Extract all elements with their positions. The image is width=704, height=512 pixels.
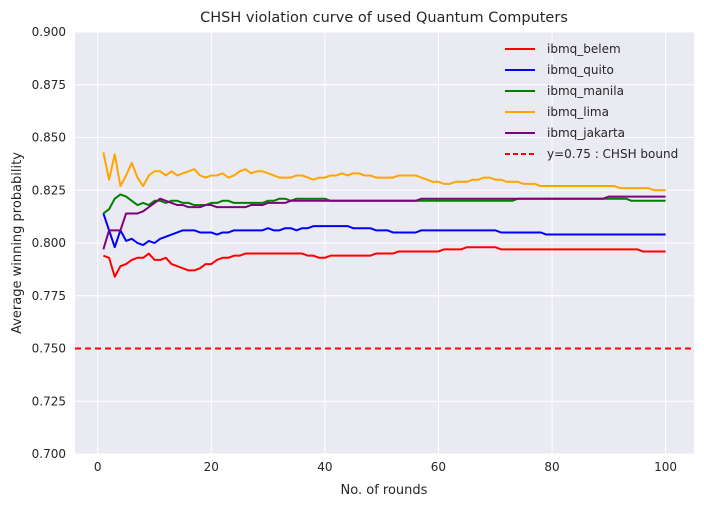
series-line-ibmq_jakarta — [102, 195, 666, 250]
y-tick-label: 0.875 — [32, 78, 66, 92]
y-tick-label: 0.800 — [32, 236, 66, 250]
x-tick-label: 60 — [431, 460, 446, 474]
legend-label: ibmq_manila — [547, 84, 624, 98]
y-tick-label: 0.900 — [32, 25, 66, 39]
series-line-ibmq_lima — [102, 152, 666, 192]
legend: ibmq_belem ibmq_quito ibmq_manila ibmq_lima… — [505, 42, 678, 161]
y-axis-label: Average winning probability — [10, 152, 25, 334]
y-tick-label: 0.750 — [32, 342, 66, 356]
series-line-ibmq_quito — [102, 213, 666, 249]
x-axis-label: No. of rounds — [341, 483, 428, 498]
x-tick-label: 80 — [544, 460, 559, 474]
x-tick-label: 0 — [94, 460, 102, 474]
series-line-ibmq_belem — [103, 246, 666, 278]
y-tick-label: 0.775 — [32, 289, 66, 303]
x-tick-label: 20 — [204, 460, 219, 474]
y-tick-label: 0.825 — [32, 183, 66, 197]
legend-label: ibmq_jakarta — [547, 126, 625, 140]
x-tick-label: 40 — [317, 460, 332, 474]
legend-label: ibmq_quito — [547, 63, 614, 77]
legend-label: y=0.75 : CHSH bound — [547, 147, 678, 161]
y-tick-label: 0.850 — [32, 131, 66, 145]
legend-label: ibmq_belem — [547, 42, 621, 56]
y-tick-label: 0.700 — [32, 447, 66, 461]
legend-label: ibmq_lima — [547, 105, 609, 119]
x-tick-label: 100 — [654, 460, 677, 474]
chart-title: CHSH violation curve of used Quantum Com… — [200, 10, 568, 26]
y-tick-label: 0.725 — [32, 394, 66, 408]
